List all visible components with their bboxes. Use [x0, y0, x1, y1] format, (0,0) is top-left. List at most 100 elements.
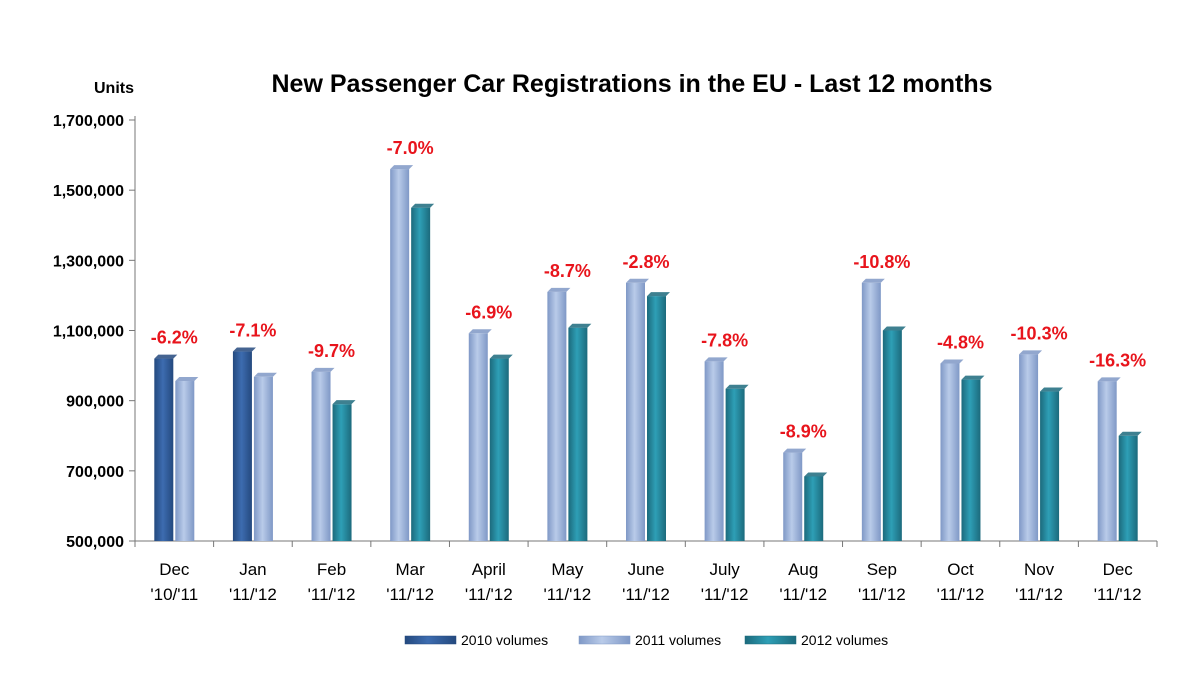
bar-top — [253, 372, 277, 377]
bar — [547, 287, 571, 541]
legend-label: 2011 volumes — [635, 632, 721, 648]
x-tick-label: '11/'12 — [779, 585, 827, 604]
bar — [568, 323, 592, 541]
bar — [1019, 350, 1043, 541]
bar — [390, 165, 414, 541]
x-tick-label: Nov — [1024, 560, 1055, 579]
bar — [783, 448, 807, 541]
bar-body — [804, 476, 824, 541]
x-tick-label: '11/'12 — [386, 585, 434, 604]
bar-body — [1097, 381, 1117, 541]
x-tick-label: Jan — [239, 560, 266, 579]
legend-item: 2011 volumes — [578, 632, 721, 648]
bar-top — [1040, 387, 1064, 392]
change-annotation: -6.2% — [151, 328, 198, 348]
y-tick-label: 1,500,000 — [53, 183, 124, 200]
bar-top — [411, 203, 435, 208]
x-tick-label: '11/'12 — [622, 585, 670, 604]
bar-body — [232, 351, 252, 541]
chart-title: New Passenger Car Registrations in the E… — [271, 70, 992, 98]
bar-top — [154, 354, 178, 359]
bar — [1040, 387, 1064, 541]
bar — [253, 372, 277, 541]
y-tick-label: 700,000 — [66, 464, 124, 481]
bar — [332, 400, 356, 541]
x-tick-label: June — [628, 560, 665, 579]
x-tick-label: Aug — [788, 560, 818, 579]
bar — [411, 203, 435, 542]
bar — [1118, 431, 1142, 541]
bar-area — [154, 165, 1142, 542]
legend: 2010 volumes 2011 volumes 2012 volumes — [404, 632, 888, 648]
bar-top — [1118, 431, 1142, 436]
bar-body — [961, 379, 981, 541]
bar-top — [489, 354, 513, 359]
legend-item: 2012 volumes — [744, 632, 888, 648]
bar-body — [489, 358, 509, 541]
y-tick-label: 900,000 — [66, 394, 124, 411]
x-tick-label: '11/'12 — [229, 585, 277, 604]
x-tick-label: '11/'12 — [543, 585, 591, 604]
bar-top — [390, 165, 414, 170]
bar-body — [861, 282, 881, 541]
bar — [647, 292, 670, 541]
bar — [154, 354, 178, 541]
legend-swatch — [404, 635, 457, 645]
bar-body — [1118, 435, 1138, 541]
change-annotation: -2.8% — [622, 252, 669, 272]
x-tick-label: July — [709, 560, 740, 579]
bar-top — [940, 359, 964, 364]
bar — [626, 278, 649, 541]
bar-top — [961, 375, 985, 380]
bar-body — [411, 207, 431, 542]
x-tick-label: Mar — [396, 560, 426, 579]
x-tick-label: '11/'12 — [937, 585, 985, 604]
bar-body — [468, 333, 488, 541]
change-annotation: -4.8% — [937, 332, 984, 352]
bar-top — [1097, 377, 1121, 382]
bar-top — [861, 278, 885, 283]
bar-top — [568, 323, 592, 328]
bar-top — [1019, 350, 1043, 355]
bar-body — [647, 296, 666, 541]
bar — [861, 278, 885, 541]
bar — [704, 357, 728, 541]
bar-top — [804, 472, 828, 477]
bar-top — [725, 384, 749, 389]
change-annotation: -7.8% — [701, 330, 748, 350]
change-annotation: -16.3% — [1089, 350, 1146, 370]
y-axis-unit-label: Units — [94, 80, 134, 97]
change-annotation: -10.8% — [853, 252, 910, 272]
x-tick-label: Sep — [867, 560, 897, 579]
y-tick-label: 1,300,000 — [53, 253, 124, 270]
x-tick-label: Dec — [159, 560, 190, 579]
bar-body — [311, 371, 331, 541]
bar-top — [626, 278, 649, 283]
x-tick-label: '11/'12 — [465, 585, 513, 604]
bar-body — [783, 452, 803, 541]
bar — [961, 375, 985, 541]
x-tick-label: '11/'12 — [1015, 585, 1063, 604]
bar-top — [311, 367, 335, 372]
bar-top — [704, 357, 728, 362]
change-annotation: -9.7% — [308, 341, 355, 361]
bar — [311, 367, 335, 541]
bar — [804, 472, 828, 541]
bar — [882, 326, 906, 541]
bar-body — [332, 404, 352, 541]
x-tick-label: Oct — [947, 560, 974, 579]
x-tick-label: '11/'12 — [1094, 585, 1142, 604]
x-tick-label: Feb — [317, 560, 346, 579]
legend-item: 2010 volumes — [404, 632, 548, 648]
legend-swatch — [578, 635, 631, 645]
x-tick-label: '10/'11 — [150, 585, 198, 604]
bar-top — [647, 292, 670, 297]
bar-body — [154, 358, 174, 541]
bar — [725, 384, 749, 541]
bar-body — [547, 291, 567, 541]
bar-body — [1019, 354, 1039, 541]
x-tick-label: Dec — [1103, 560, 1134, 579]
x-tick-label: May — [551, 560, 584, 579]
change-annotation: -10.3% — [1011, 323, 1068, 343]
